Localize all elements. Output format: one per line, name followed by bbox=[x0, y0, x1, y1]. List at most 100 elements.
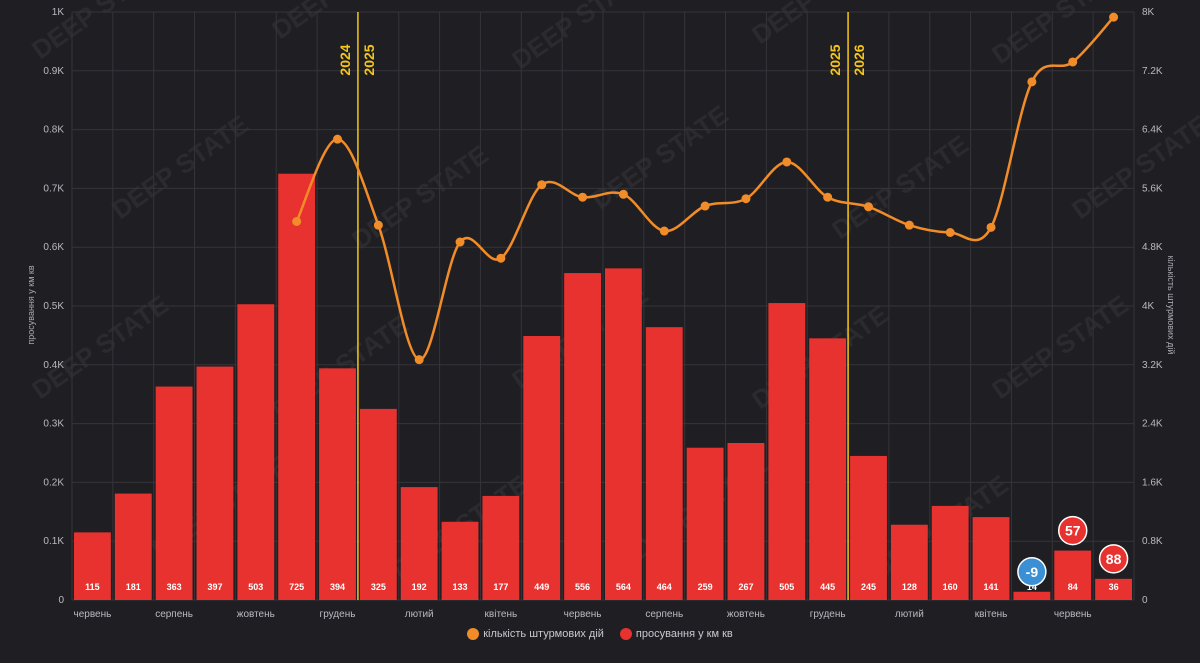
x-axis-tick: квітень bbox=[975, 609, 1008, 620]
bar bbox=[1095, 578, 1132, 600]
assaults-point bbox=[864, 202, 873, 212]
assaults-point bbox=[1027, 77, 1037, 87]
x-axis-tick: червень bbox=[74, 609, 112, 620]
right-axis-tick: 0.8K bbox=[1142, 536, 1163, 547]
bar bbox=[850, 455, 887, 600]
x-axis-tick: лютий bbox=[405, 609, 434, 620]
x-axis-tick: грудень bbox=[320, 609, 356, 620]
legend-item-assaults[interactable]: кількість штурмових дій bbox=[467, 628, 604, 640]
bar bbox=[1054, 550, 1092, 600]
right-axis-title: кількість штурмових дій bbox=[1166, 256, 1176, 355]
left-axis-tick: 0.9K bbox=[43, 66, 64, 77]
x-axis-tick: жовтень bbox=[727, 609, 765, 620]
legend-marker-assaults bbox=[467, 628, 480, 640]
x-axis-tick: жовтень bbox=[237, 609, 275, 620]
year-label-right: 2025 bbox=[361, 44, 377, 75]
right-axis-tick: 6.4K bbox=[1142, 125, 1163, 136]
watermark-text: DEEP STATE bbox=[506, 0, 653, 75]
bar bbox=[605, 268, 642, 600]
right-axis-tick: 7.2K bbox=[1142, 66, 1163, 77]
bar bbox=[727, 443, 765, 600]
bar bbox=[645, 327, 683, 600]
bar bbox=[400, 487, 438, 600]
bar-value-label: 445 bbox=[820, 582, 835, 592]
bar-value-label: 449 bbox=[534, 582, 549, 592]
left-axis-tick: 0.5K bbox=[43, 301, 64, 312]
assaults-point bbox=[292, 216, 302, 226]
assaults-point bbox=[986, 222, 996, 232]
bar bbox=[809, 338, 847, 600]
bar-value-label: 192 bbox=[412, 582, 427, 592]
bar-value-label: 128 bbox=[902, 582, 917, 592]
value-badge bbox=[1057, 515, 1088, 546]
bar-value-label: 259 bbox=[698, 582, 713, 592]
bar bbox=[155, 386, 193, 600]
assaults-point bbox=[659, 226, 669, 236]
assaults-point bbox=[414, 355, 424, 365]
right-axis-tick: 5.6K bbox=[1142, 183, 1163, 194]
bar-value-label: 394 bbox=[330, 582, 345, 592]
value-badge bbox=[1017, 557, 1047, 587]
legend: кількість штурмових дій просування у км … bbox=[0, 628, 1200, 640]
bar-value-label: 363 bbox=[167, 582, 182, 592]
bar-value-label: 503 bbox=[248, 582, 263, 592]
bar bbox=[114, 493, 152, 600]
right-axis-tick: 4.8K bbox=[1142, 242, 1163, 253]
assaults-point bbox=[945, 228, 955, 237]
bar-value-label: 325 bbox=[371, 582, 386, 592]
left-axis-tick: 1K bbox=[52, 7, 65, 18]
right-axis-tick: 2.4K bbox=[1142, 419, 1163, 430]
left-axis-tick: 0.2K bbox=[43, 477, 64, 488]
watermark-text: DEEP STATE bbox=[986, 289, 1133, 405]
value-badge bbox=[1098, 544, 1129, 574]
right-axis-tick: 1.6K bbox=[1142, 477, 1163, 488]
assaults-point bbox=[455, 237, 465, 247]
bar-value-label: 267 bbox=[738, 582, 753, 592]
assaults-point bbox=[618, 189, 628, 199]
assaults-point bbox=[373, 220, 383, 230]
bar bbox=[237, 304, 275, 600]
left-axis-tick: 0.6K bbox=[43, 242, 64, 253]
value-badge-text: -9 bbox=[1026, 564, 1039, 580]
value-badge-text: 57 bbox=[1065, 523, 1081, 539]
assaults-point bbox=[1068, 57, 1078, 67]
watermark-text: DEEP STATE bbox=[1066, 109, 1200, 225]
assaults-point bbox=[333, 134, 342, 144]
right-axis-tick: 3.2K bbox=[1142, 360, 1163, 371]
x-axis-tick: серпень bbox=[645, 609, 683, 620]
legend-label-advance: просування у км кв bbox=[635, 628, 733, 640]
bar-value-label: 245 bbox=[861, 582, 876, 592]
bar-value-label: 160 bbox=[943, 582, 958, 592]
x-axis-tick: червень bbox=[1054, 609, 1092, 620]
right-axis-tick: 0 bbox=[1142, 595, 1148, 606]
bar-value-label: 397 bbox=[207, 582, 222, 592]
assaults-point bbox=[578, 192, 588, 202]
bar-value-label: 505 bbox=[779, 582, 794, 592]
bar-value-label: 177 bbox=[493, 582, 508, 592]
assaults-line bbox=[295, 16, 1115, 361]
watermark-text: DEEP STATE bbox=[26, 0, 173, 65]
watermark-text: DEEP STATE bbox=[586, 99, 733, 215]
watermark-text: DEEP STATE bbox=[266, 0, 413, 45]
watermark-text: DEEP STATE bbox=[106, 109, 253, 225]
year-label-right: 2026 bbox=[851, 44, 867, 75]
x-axis-tick: серпень bbox=[155, 609, 193, 620]
bar bbox=[768, 303, 806, 600]
bar bbox=[359, 408, 397, 600]
bar bbox=[890, 524, 928, 600]
bar-value-label: 181 bbox=[126, 582, 141, 592]
bar-value-label: 14 bbox=[1027, 582, 1037, 592]
watermark-text: DEEP STATE bbox=[746, 0, 893, 50]
bar bbox=[931, 505, 969, 600]
legend-item-advance[interactable]: просування у км кв bbox=[619, 628, 733, 640]
legend-marker-advance bbox=[619, 628, 632, 640]
legend-label-assaults: кількість штурмових дій bbox=[483, 628, 604, 640]
bar bbox=[564, 273, 601, 600]
bar bbox=[74, 532, 111, 600]
left-axis-tick: 0.8K bbox=[43, 125, 64, 136]
bar bbox=[278, 173, 316, 600]
bar bbox=[1013, 591, 1051, 600]
assaults-point bbox=[904, 220, 914, 230]
